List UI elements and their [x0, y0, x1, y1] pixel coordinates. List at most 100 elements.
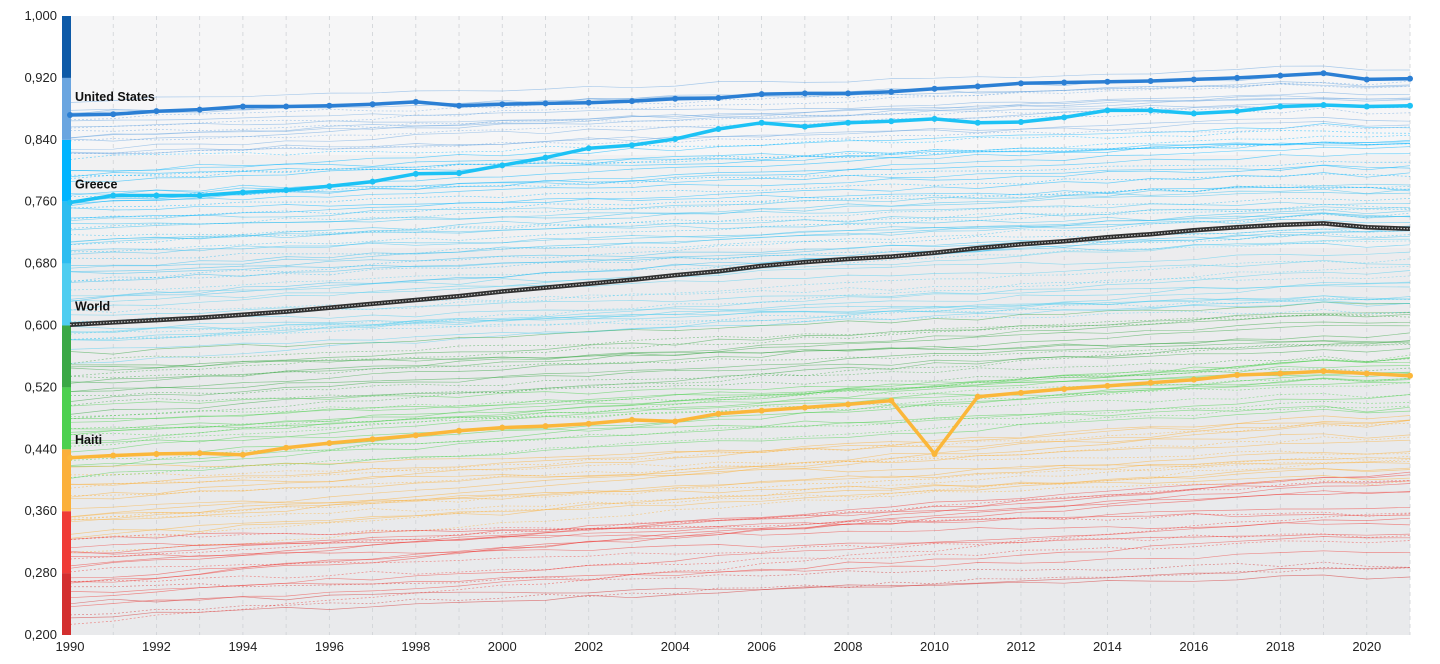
data-point-greece [1407, 102, 1413, 109]
x-tick-label: 2012 [1007, 639, 1036, 654]
data-point-greece [801, 123, 808, 130]
country-line [69, 357, 1411, 442]
background-country-lines [69, 65, 1411, 625]
data-point-united-states [758, 91, 765, 98]
country-line [69, 480, 1411, 569]
data-point-united-states [153, 108, 160, 115]
country-line [69, 511, 1411, 540]
country-line [69, 340, 1411, 368]
data-point-greece [1363, 103, 1370, 110]
data-point-united-states [715, 95, 722, 102]
y-tick-label: 0,280 [24, 565, 57, 580]
country-line [69, 450, 1411, 477]
country-line [69, 183, 1411, 245]
x-tick-label: 2014 [1093, 639, 1122, 654]
data-point-united-states [1061, 79, 1068, 86]
data-point-united-states [542, 100, 549, 107]
data-point-united-states [1277, 72, 1284, 79]
data-point-greece [585, 145, 592, 152]
data-point-greece [672, 136, 679, 143]
data-point-united-states [412, 98, 419, 105]
y-tick-label: 0,440 [24, 441, 57, 456]
data-point-haiti [1363, 370, 1370, 377]
color-scale-segment [62, 449, 71, 512]
x-tick-label: 2004 [661, 639, 690, 654]
data-point-haiti [153, 450, 160, 457]
country-line [69, 192, 1411, 231]
country-line [69, 536, 1411, 608]
data-point-greece [758, 119, 765, 126]
country-line [69, 457, 1411, 518]
data-point-haiti [758, 407, 765, 414]
data-point-haiti [326, 440, 333, 447]
country-line [69, 301, 1411, 355]
data-point-haiti [801, 404, 808, 411]
data-point-haiti [1190, 376, 1197, 383]
country-line [69, 468, 1411, 539]
country-line [69, 348, 1411, 393]
data-point-greece [1320, 101, 1327, 108]
country-line [69, 382, 1411, 433]
data-point-haiti [239, 451, 246, 458]
country-line [69, 141, 1411, 177]
country-line [69, 117, 1411, 155]
country-line [69, 173, 1411, 209]
y-tick-label: 0,920 [24, 70, 57, 85]
country-line [69, 228, 1411, 259]
country-line [69, 213, 1411, 266]
series-label-haiti: Haiti [75, 433, 102, 447]
data-point-united-states [1104, 78, 1111, 85]
country-line [69, 243, 1411, 274]
country-line [69, 141, 1411, 172]
data-point-haiti [1017, 389, 1024, 396]
data-point-haiti [672, 418, 679, 425]
country-line [69, 186, 1411, 211]
data-point-haiti [499, 424, 506, 431]
country-line [69, 104, 1411, 132]
data-point-united-states [801, 90, 808, 97]
color-scale-segment [62, 77, 71, 140]
country-line [69, 165, 1411, 206]
series-line-greece [69, 103, 1411, 205]
country-line [69, 339, 1411, 367]
data-point-greece [888, 118, 895, 125]
country-line [69, 533, 1411, 558]
data-point-united-states [499, 101, 506, 108]
data-point-greece [1147, 107, 1154, 114]
highlighted-series [67, 70, 1413, 461]
data-point-haiti [110, 452, 117, 459]
x-tick-label: 2010 [920, 639, 949, 654]
country-line [69, 371, 1411, 407]
data-point-united-states [110, 111, 117, 118]
data-point-haiti [542, 423, 549, 430]
country-line [69, 285, 1411, 316]
color-scale-segment [62, 139, 71, 202]
country-line [69, 312, 1411, 371]
data-point-greece [1190, 110, 1197, 117]
country-line [69, 405, 1411, 444]
x-tick-label: 1996 [315, 639, 344, 654]
y-tick-label: 0,840 [24, 132, 57, 147]
data-point-haiti [1147, 379, 1154, 386]
data-point-united-states [369, 101, 376, 108]
vertical-gridlines [69, 16, 1411, 635]
data-point-haiti [974, 393, 981, 400]
data-point-greece [1017, 119, 1024, 126]
y-tick-label: 0,680 [24, 256, 57, 271]
data-point-greece [67, 199, 73, 206]
data-point-greece [1104, 107, 1111, 114]
data-point-greece [931, 115, 938, 122]
country-line [70, 370, 1411, 419]
data-point-greece [845, 119, 852, 126]
country-line [69, 227, 1411, 302]
color-scale-segment [62, 201, 71, 264]
country-line [69, 188, 1411, 222]
country-line [69, 373, 1411, 467]
country-line [69, 354, 1411, 447]
country-line [69, 378, 1411, 430]
data-point-united-states [326, 102, 333, 109]
country-line [69, 121, 1411, 154]
country-line [69, 513, 1411, 540]
data-point-haiti [196, 450, 203, 457]
